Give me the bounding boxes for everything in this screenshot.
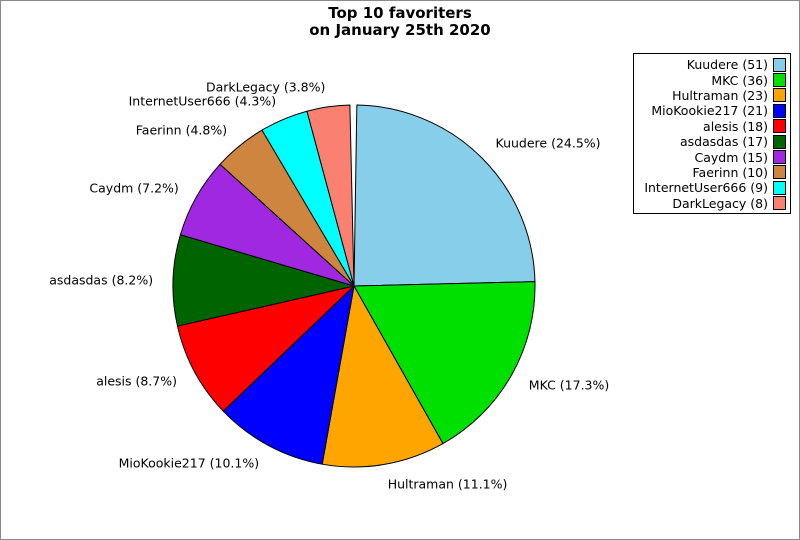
pie-slice-kuudere <box>353 104 536 287</box>
legend-swatch-hultraman <box>773 88 786 103</box>
legend-label: MKC (36) <box>711 72 768 88</box>
legend-swatch-alesis <box>773 119 786 134</box>
legend-item-miokookie217: MioKookie217 (21) <box>638 103 786 118</box>
chart-title-line1: Top 10 favoriters <box>328 4 472 22</box>
legend-swatch-asdasdas <box>773 134 786 149</box>
legend-swatch-darklegacy <box>773 196 786 211</box>
legend-label: DarkLegacy (8) <box>672 195 768 211</box>
pie-label-internetuser666: InternetUser666 (4.3%) <box>128 93 277 109</box>
legend-item-kuudere: Kuudere (51) <box>638 57 786 72</box>
legend-label: Caydm (15) <box>694 149 768 165</box>
pie-slice-mkc <box>353 281 536 445</box>
chart-title: Top 10 favoriters on January 25th 2020 <box>1 5 799 39</box>
pie-label-mkc: MKC (17.3%) <box>528 377 610 393</box>
legend-item-asdasdas: asdasdas (17) <box>638 134 786 149</box>
pie-label-darklegacy: DarkLegacy (3.8%) <box>205 79 326 95</box>
pie-label-kuudere: Kuudere (24.5%) <box>495 135 601 151</box>
pie-label-miokookie217: MioKookie217 (10.1%) <box>118 455 260 471</box>
legend-label: asdasdas (17) <box>679 134 768 150</box>
pie-label-caydm: Caydm (7.2%) <box>89 180 179 195</box>
pie-label-hultraman: Hultraman (11.1%) <box>387 476 508 492</box>
legend-item-darklegacy: DarkLegacy (8) <box>638 196 786 211</box>
legend-item-alesis: alesis (18) <box>638 119 786 134</box>
legend-swatch-mkc <box>773 73 786 88</box>
legend-label: alesis (18) <box>703 118 768 134</box>
legend-item-mkc: MKC (36) <box>638 72 786 88</box>
pie-label-alesis: alesis (8.7%) <box>96 373 177 389</box>
legend-label: Faerinn (10) <box>692 164 768 180</box>
pie-slice-alesis <box>176 285 355 412</box>
legend-item-caydm: Caydm (15) <box>638 149 786 165</box>
legend-box: Kuudere (51) MKC (36) Hultraman (23) MioKoo… <box>633 53 791 214</box>
legend-item-internetuser666: InternetUser666 (9) <box>638 180 786 195</box>
legend-label: MioKookie217 (21) <box>651 103 768 119</box>
legend-swatch-miokookie217 <box>773 103 786 118</box>
pie-label-faerinn: Faerinn (4.8%) <box>135 122 228 138</box>
legend-label: InternetUser666 (9) <box>644 180 768 196</box>
legend-item-hultraman: Hultraman (23) <box>638 88 786 103</box>
pie-slice-miokookie217 <box>222 285 355 465</box>
legend-swatch-kuudere <box>773 57 786 72</box>
legend-label: Hultraman (23) <box>672 87 768 103</box>
pie-slice-asdasdas <box>172 234 355 327</box>
legend-swatch-faerinn <box>773 165 786 180</box>
pie-slice-hultraman <box>321 285 444 468</box>
pie-slice-darklegacy <box>306 104 355 287</box>
legend-swatch-internetuser666 <box>773 180 786 195</box>
legend-label: Kuudere (51) <box>686 57 768 73</box>
legend-item-faerinn: Faerinn (10) <box>638 165 786 180</box>
pie-label-asdasdas: asdasdas (8.2%) <box>49 272 154 288</box>
chart-title-line2: on January 25th 2020 <box>309 21 491 39</box>
legend-swatch-caydm <box>773 150 786 165</box>
